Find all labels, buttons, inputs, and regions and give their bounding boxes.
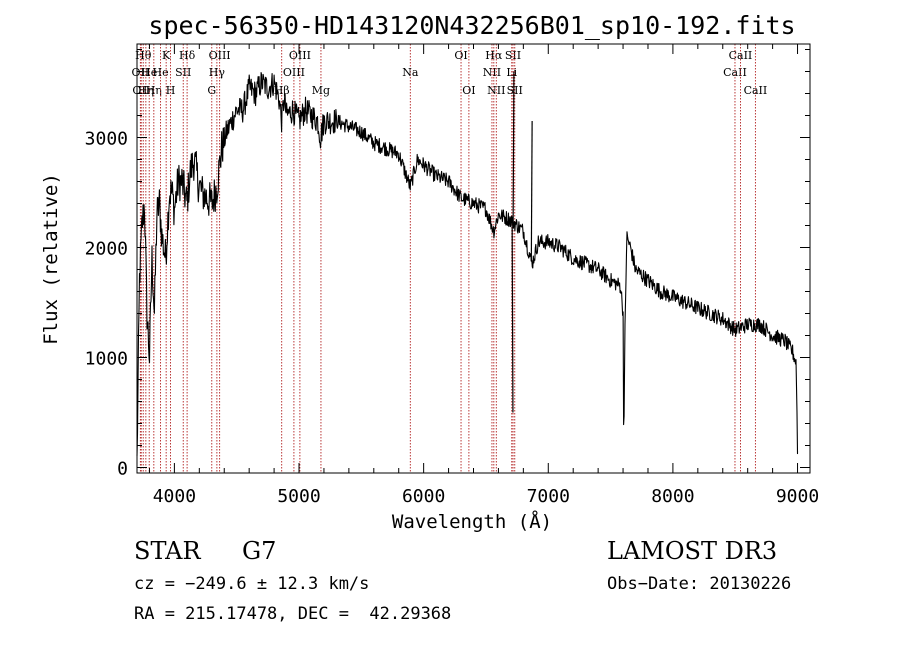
line-marker-label-2: Hθ <box>135 49 152 62</box>
line-marker-label-5: Hη <box>146 84 162 97</box>
line-marker-label-9: SII <box>175 66 191 79</box>
obs-date-line: Obs−Date: 20130226 <box>607 574 792 594</box>
redshift-line: cz = −249.6 ± 12.3 km/s <box>134 574 370 594</box>
line-marker-label-4: He <box>141 66 157 79</box>
y-tick-label-3: 3000 <box>85 129 128 150</box>
line-marker-label-16: OIII <box>289 49 311 62</box>
line-marker-label-13: OIII <box>209 49 231 62</box>
object-class: STAR <box>134 537 201 565</box>
line-marker-label-20: OI <box>462 84 475 97</box>
x-tick-label-5: 9000 <box>776 486 819 507</box>
y-tick-label-1: 1000 <box>85 349 128 370</box>
x-tick-label-3: 7000 <box>527 486 570 507</box>
line-marker-label-27: CaII <box>723 66 747 79</box>
y-tick-label-0: 0 <box>117 459 128 480</box>
line-marker-label-17: Mg <box>312 84 330 97</box>
plot-frame <box>136 43 811 474</box>
line-marker-label-23: NII <box>487 84 505 97</box>
line-marker-label-28: CaII <box>729 49 753 62</box>
x-axis-label: Wavelength (Å) <box>392 510 552 533</box>
spectral-subclass: G7 <box>242 537 277 565</box>
line-marker-label-24: Li <box>506 66 517 79</box>
y-tick-label-2: 2000 <box>85 239 128 260</box>
x-tick-label-4: 8000 <box>651 486 694 507</box>
spectrum-spikes <box>511 71 533 413</box>
spectrum-chart: spec-56350-HD143120N432256B01_sp10-192.f… <box>40 11 819 533</box>
line-marker-label-7: K <box>162 49 171 62</box>
chart-title: spec-56350-HD143120N432256B01_sp10-192.f… <box>148 11 795 40</box>
line-marker-label-21: NII <box>483 66 501 79</box>
line-marker-label-18: Na <box>402 66 419 79</box>
line-marker-label-15: OIII <box>283 66 305 79</box>
spectrum-spike-1 <box>512 71 515 222</box>
coordinates-line: RA = 215.17478, DEC = 42.29368 <box>134 604 452 624</box>
x-tick-label-2: 6000 <box>402 486 445 507</box>
x-tick-label-1: 5000 <box>277 486 320 507</box>
axis-ticks: 4000 5000 6000 7000 8000 9000 0 1000 2000 3000 <box>85 44 819 507</box>
line-marker-label-10: Hδ <box>179 49 196 62</box>
line-marker-label-11: G <box>207 84 216 97</box>
line-marker-label-0: OII <box>132 66 150 79</box>
line-marker-label-22: Hα <box>485 49 503 62</box>
y-axis-label: Flux (relative) <box>40 173 62 345</box>
line-marker-label-26: SII <box>507 84 523 97</box>
line-marker-label-25: SII <box>505 49 521 62</box>
line-marker-label-19: OI <box>454 49 467 62</box>
x-tick-label-0: 4000 <box>153 486 196 507</box>
line-marker-label-8: H <box>166 84 176 97</box>
line-marker-label-29: CaII <box>744 84 768 97</box>
spectrum-line <box>136 72 799 456</box>
line-marker-label-12: Hγ <box>209 66 226 79</box>
line-marker-label-6: He <box>153 66 169 79</box>
spectrum-spike-2 <box>511 221 514 413</box>
spectrum-spike-0 <box>530 120 533 262</box>
emission-line-markers: OIIOIIHθHηHeHηHeKHSIIHδGHγOIIIHβOIIIOIII… <box>132 44 768 473</box>
survey-name: LAMOST DR3 <box>607 537 778 565</box>
